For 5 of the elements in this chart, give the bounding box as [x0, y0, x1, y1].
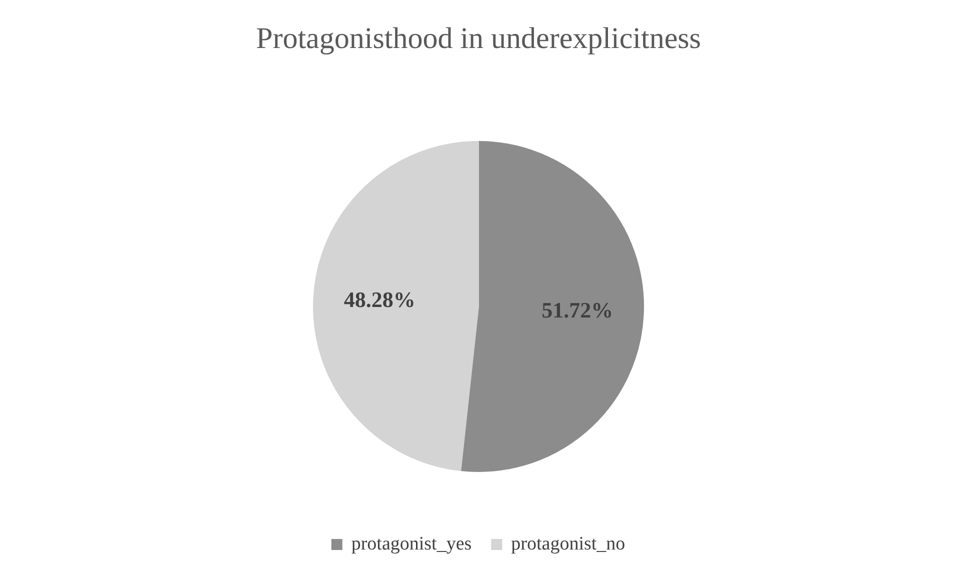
- data-label: 51.72%: [542, 298, 614, 323]
- legend-label: protagonist_yes: [351, 533, 472, 554]
- chart-title: Protagonisthood in underexplicitness: [256, 22, 701, 55]
- data-label: 48.28%: [344, 286, 416, 312]
- legend-label: protagonist_no: [511, 533, 626, 554]
